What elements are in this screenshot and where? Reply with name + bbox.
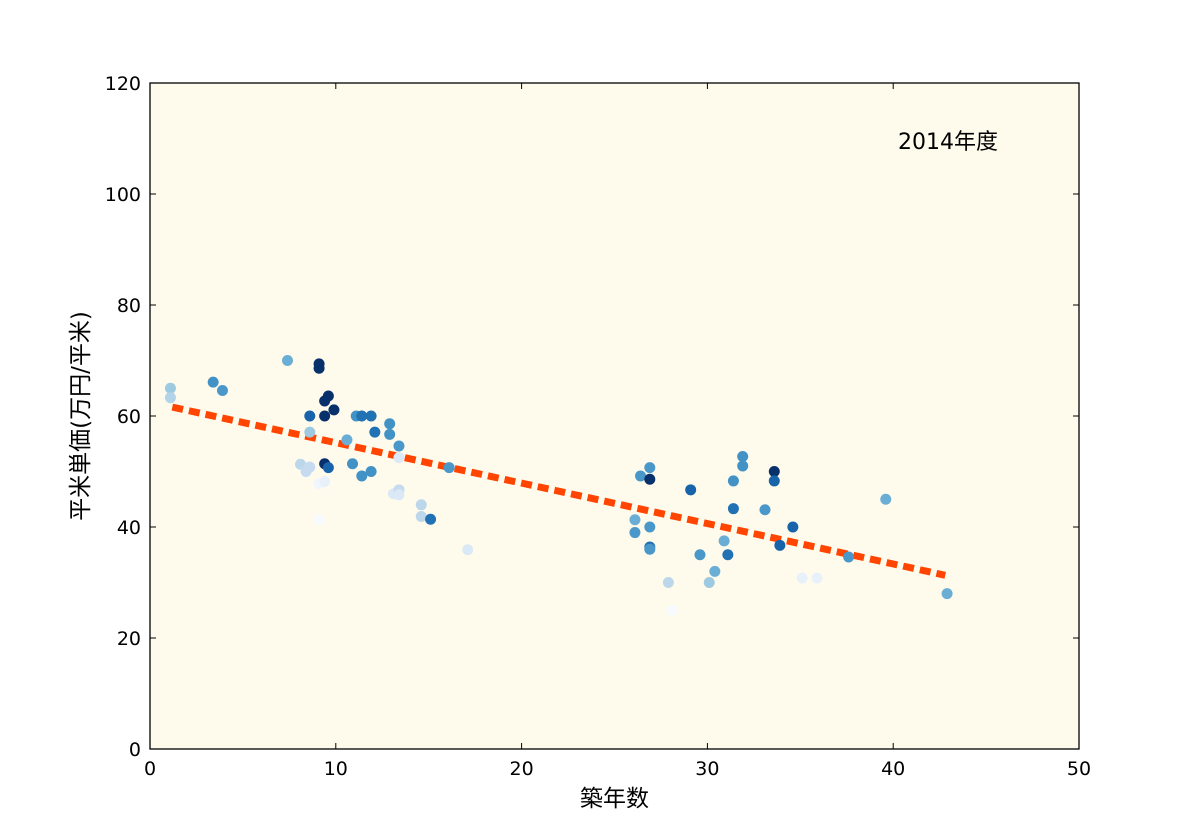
y-tick-label: 20	[117, 628, 141, 650]
data-point	[629, 527, 641, 539]
data-point	[462, 544, 474, 556]
data-point	[369, 426, 381, 438]
data-point	[694, 549, 706, 561]
data-point	[727, 475, 739, 487]
data-point	[164, 392, 176, 404]
data-point	[341, 434, 353, 446]
y-tick-label: 120	[105, 73, 141, 95]
x-tick-label: 0	[144, 758, 156, 780]
data-point	[164, 382, 176, 394]
data-point	[737, 460, 749, 472]
x-tick-label: 10	[324, 758, 348, 780]
y-tick-label: 60	[117, 406, 141, 428]
data-point	[774, 539, 786, 551]
x-tick-label: 30	[695, 758, 719, 780]
x-tick-label: 40	[881, 758, 905, 780]
data-point	[356, 470, 368, 482]
trend-layer	[171, 403, 946, 579]
data-point	[880, 493, 892, 505]
data-point	[787, 521, 799, 533]
data-point	[281, 355, 293, 366]
data-point	[425, 513, 437, 525]
x-tick-label: 20	[510, 758, 534, 780]
data-point	[759, 504, 771, 516]
annotation-label: 2014年度	[898, 130, 998, 155]
data-point	[666, 604, 678, 616]
data-point	[644, 543, 656, 555]
data-point	[703, 577, 715, 588]
data-point	[718, 535, 730, 547]
data-point	[347, 458, 359, 470]
data-point	[629, 514, 641, 526]
y-axis-label: 平米単価(万円/平米)	[68, 311, 94, 521]
data-point	[768, 466, 780, 477]
data-point	[393, 489, 405, 501]
data-point	[328, 404, 340, 416]
y-tick-label: 100	[105, 184, 141, 206]
data-point	[737, 451, 749, 463]
data-point	[644, 462, 656, 474]
data-point	[304, 426, 316, 438]
data-point	[319, 410, 331, 422]
data-point	[356, 410, 368, 422]
data-point	[644, 521, 656, 533]
data-point	[304, 410, 316, 422]
data-point	[644, 473, 656, 485]
data-point	[685, 484, 697, 496]
x-tick-label: 50	[1067, 758, 1091, 780]
data-point	[811, 572, 823, 584]
data-point	[365, 466, 377, 477]
ticks-layer: 0 10 20 30 40 50 0 20 40 60 80 100 120	[105, 73, 1091, 780]
data-point	[415, 499, 427, 511]
data-point	[216, 384, 228, 396]
data-point	[313, 514, 325, 526]
data-point	[393, 452, 405, 464]
data-point	[722, 549, 734, 561]
data-point	[843, 551, 855, 563]
data-point	[313, 362, 325, 374]
data-point	[393, 440, 405, 452]
points-layer	[164, 355, 953, 616]
data-point	[768, 475, 780, 487]
y-tick-label: 40	[117, 517, 141, 539]
data-point	[727, 503, 739, 515]
trend-line	[171, 403, 946, 579]
data-point	[415, 510, 427, 522]
y-tick-label: 80	[117, 295, 141, 317]
data-point	[635, 470, 647, 482]
data-point	[207, 376, 219, 388]
data-point	[319, 475, 331, 487]
x-axis-label: 築年数	[580, 786, 649, 812]
y-tick-label: 0	[129, 739, 141, 761]
data-point	[322, 390, 334, 402]
data-point	[941, 588, 953, 600]
data-point	[796, 572, 808, 584]
data-point	[384, 428, 396, 440]
data-point	[322, 462, 334, 474]
data-point	[384, 418, 396, 430]
data-point	[443, 462, 455, 474]
data-point	[365, 410, 377, 422]
data-point	[662, 577, 674, 588]
plot-background	[150, 83, 1079, 749]
data-point	[304, 461, 316, 473]
data-point	[709, 565, 721, 577]
